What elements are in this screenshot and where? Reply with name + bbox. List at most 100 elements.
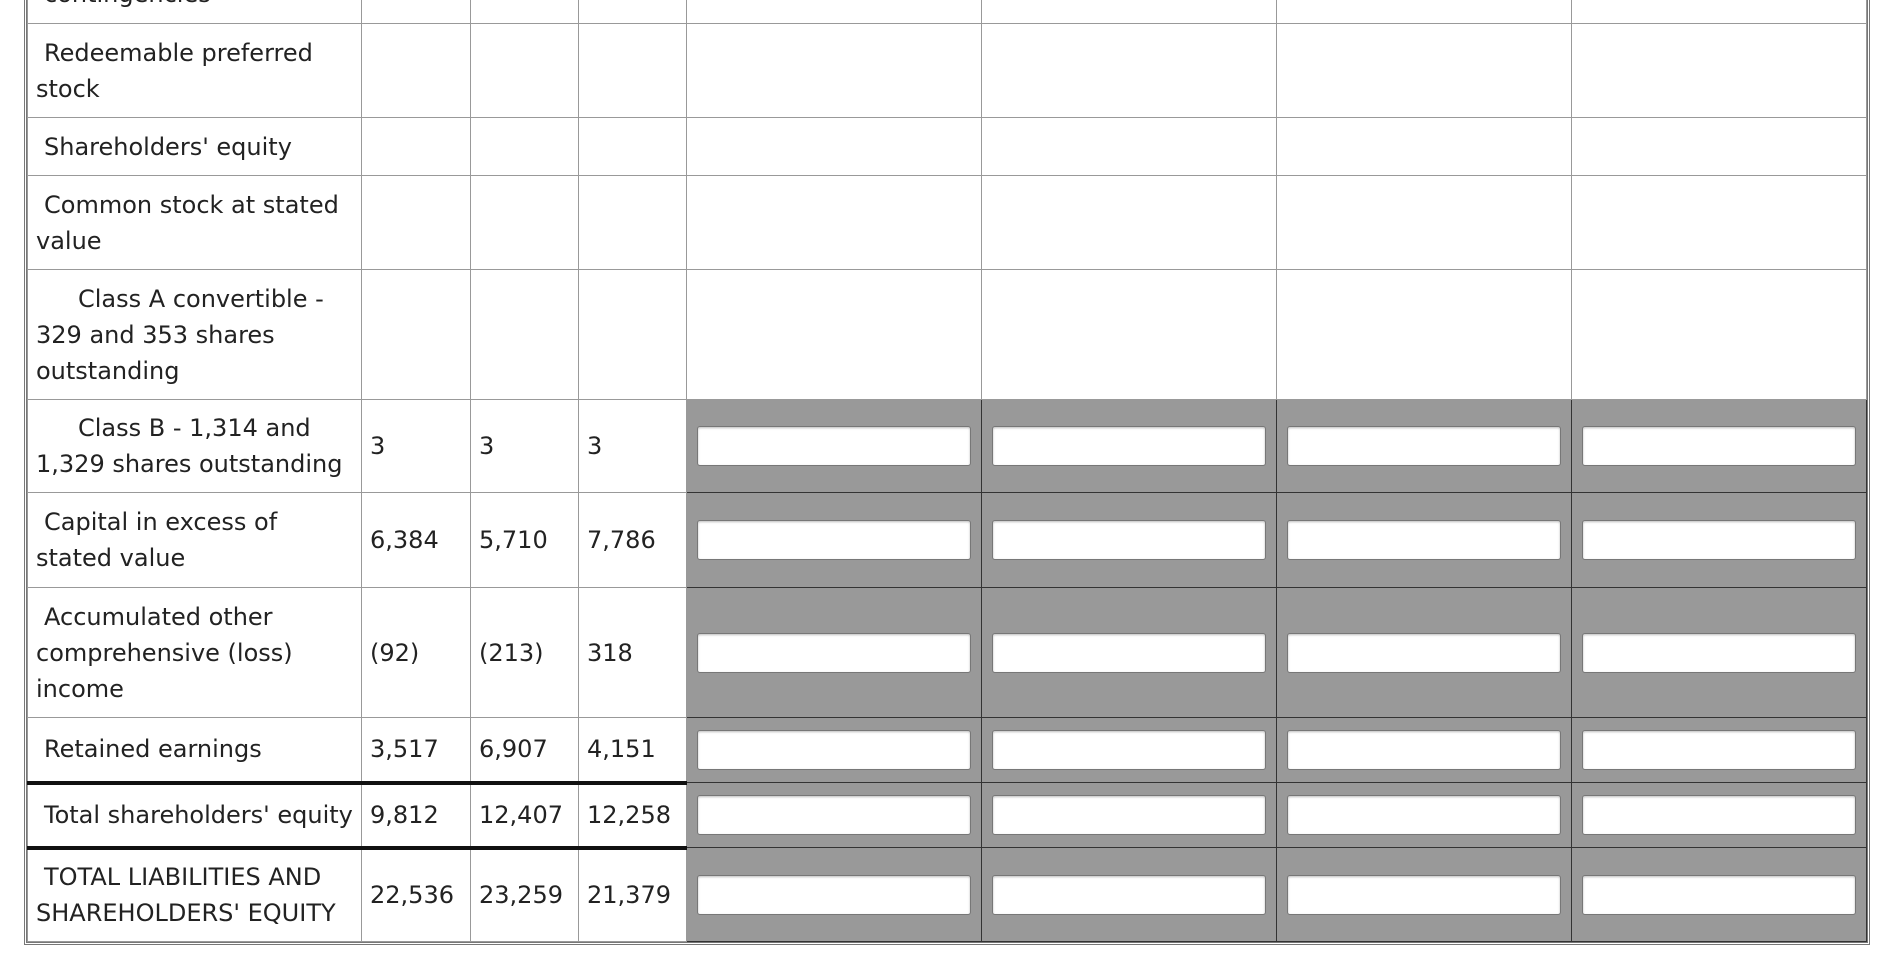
answer-input[interactable] (992, 795, 1266, 835)
answer-cell (1276, 717, 1572, 783)
table-row: contingencies (27, 0, 1867, 24)
answer-cell (981, 175, 1277, 270)
answer-input[interactable] (992, 520, 1266, 560)
answer-input[interactable] (992, 730, 1266, 770)
value-cell (578, 175, 687, 270)
value-cell: 6,384 (361, 492, 471, 588)
row-label: Shareholders' equity (27, 117, 362, 176)
answer-input[interactable] (1287, 874, 1561, 915)
answer-cell (1571, 269, 1867, 400)
answer-cell (686, 492, 982, 588)
answer-cell (1571, 175, 1867, 270)
table-row: Capital in excess of stated value 6,384 5,… (27, 492, 1867, 588)
answer-input[interactable] (1582, 426, 1856, 466)
row-label: TOTAL LIABILITIES AND SHAREHOLDERS' EQUI… (27, 845, 362, 942)
answer-cell (686, 782, 982, 848)
answer-input[interactable] (697, 520, 971, 560)
value-cell: 9,812 (361, 780, 471, 848)
answer-cell (981, 782, 1277, 848)
answer-cell (686, 269, 982, 400)
value-cell (578, 23, 687, 118)
answer-input[interactable] (1287, 632, 1561, 673)
answer-cell (1571, 782, 1867, 848)
answer-input[interactable] (697, 795, 971, 835)
row-label: Class B - 1,314 and 1,329 shares outstan… (27, 399, 362, 493)
value-cell (361, 175, 471, 270)
answer-cell (686, 717, 982, 783)
answer-input[interactable] (1287, 520, 1561, 560)
value-cell: 5,710 (470, 492, 579, 588)
answer-input[interactable] (992, 426, 1266, 466)
answer-input[interactable] (1287, 426, 1561, 466)
row-label: Capital in excess of stated value (27, 492, 362, 588)
answer-input[interactable] (1582, 795, 1856, 835)
answer-input[interactable] (1582, 520, 1856, 560)
value-cell (578, 117, 687, 176)
table-row: Total shareholders' equity 9,812 12,407 12,… (27, 780, 1867, 848)
answer-cell (1571, 117, 1867, 176)
value-cell: 23,259 (470, 845, 579, 942)
value-cell (470, 117, 579, 176)
value-cell: 3 (470, 399, 579, 493)
row-label: Common stock at stated value (27, 175, 362, 270)
value-cell (361, 269, 471, 400)
answer-cell (981, 399, 1277, 493)
value-cell: 21,379 (578, 845, 687, 942)
value-cell (470, 0, 579, 24)
row-label: contingencies (27, 0, 362, 24)
table-row: Class A convertible - 329 and 353 shares… (27, 269, 1867, 400)
answer-cell (686, 587, 982, 718)
value-cell: 22,536 (361, 845, 471, 942)
answer-input[interactable] (697, 426, 971, 466)
answer-input[interactable] (697, 874, 971, 915)
row-label: Class A convertible - 329 and 353 shares… (27, 269, 362, 400)
answer-cell (981, 117, 1277, 176)
answer-cell (1276, 0, 1572, 24)
answer-input[interactable] (1582, 632, 1856, 673)
answer-input[interactable] (1287, 795, 1561, 835)
value-cell (361, 0, 471, 24)
answer-cell (1276, 175, 1572, 270)
table: contingenciesRedeemable preferred stockS… (27, 0, 1867, 942)
answer-cell (1571, 717, 1867, 783)
answer-cell (1571, 587, 1867, 718)
value-cell (470, 23, 579, 118)
value-cell (470, 175, 579, 270)
answer-input[interactable] (1582, 730, 1856, 770)
value-cell: 3 (578, 399, 687, 493)
answer-cell (1571, 23, 1867, 118)
value-cell: 3 (361, 399, 471, 493)
value-cell: 4,151 (578, 717, 687, 783)
value-cell: 12,258 (578, 780, 687, 848)
row-label: Total shareholders' equity (27, 780, 362, 848)
answer-input[interactable] (697, 632, 971, 673)
answer-input[interactable] (992, 632, 1266, 673)
answer-cell (981, 0, 1277, 24)
value-cell: 6,907 (470, 717, 579, 783)
answer-cell (686, 117, 982, 176)
answer-cell (1276, 847, 1572, 942)
answer-input[interactable] (1287, 730, 1561, 770)
value-cell: 12,407 (470, 780, 579, 848)
answer-cell (1276, 269, 1572, 400)
answer-cell (1276, 399, 1572, 493)
answer-cell (1276, 587, 1572, 718)
answer-cell (686, 399, 982, 493)
table-row: Common stock at stated value (27, 175, 1867, 270)
value-cell: (92) (361, 587, 471, 718)
answer-input[interactable] (697, 730, 971, 770)
answer-input[interactable] (992, 874, 1266, 915)
answer-input[interactable] (1582, 874, 1856, 915)
answer-cell (1276, 117, 1572, 176)
answer-cell (1571, 399, 1867, 493)
value-cell: 7,786 (578, 492, 687, 588)
answer-cell (981, 269, 1277, 400)
value-cell: 3,517 (361, 717, 471, 783)
answer-cell (1571, 492, 1867, 588)
answer-cell (1276, 782, 1572, 848)
answer-cell (981, 717, 1277, 783)
value-cell (578, 0, 687, 24)
table-row: Redeemable preferred stock (27, 23, 1867, 118)
value-cell (361, 23, 471, 118)
